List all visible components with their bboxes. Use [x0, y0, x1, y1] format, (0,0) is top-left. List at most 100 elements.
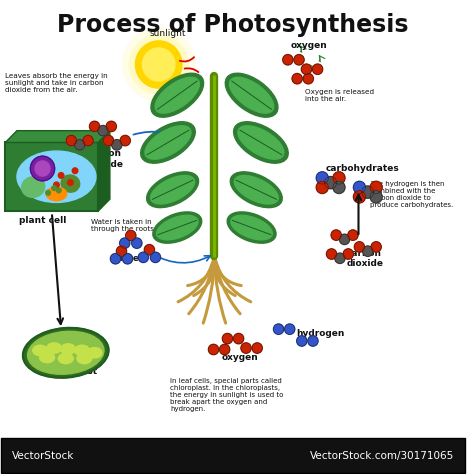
Ellipse shape: [22, 177, 45, 197]
Circle shape: [150, 252, 161, 263]
Circle shape: [68, 180, 73, 185]
Ellipse shape: [230, 172, 282, 208]
Circle shape: [90, 121, 100, 132]
Text: chloroplast: chloroplast: [40, 367, 97, 376]
Ellipse shape: [61, 175, 80, 192]
Ellipse shape: [33, 345, 47, 356]
Ellipse shape: [17, 151, 96, 202]
Circle shape: [284, 324, 295, 334]
Ellipse shape: [238, 126, 284, 159]
Circle shape: [308, 336, 318, 346]
Circle shape: [219, 344, 230, 355]
Circle shape: [136, 41, 182, 88]
Ellipse shape: [156, 215, 198, 240]
Circle shape: [98, 126, 108, 136]
Polygon shape: [98, 131, 110, 211]
Text: The hydrogen is then
combined with the
carbon dioxide to
produce carbohydrates.: The hydrogen is then combined with the c…: [370, 181, 453, 208]
Ellipse shape: [155, 77, 200, 113]
Circle shape: [30, 156, 55, 181]
Circle shape: [354, 191, 365, 203]
Circle shape: [362, 186, 374, 198]
Circle shape: [297, 336, 307, 346]
Text: Oxygen is released
into the air.: Oxygen is released into the air.: [305, 89, 374, 102]
Circle shape: [222, 333, 233, 344]
Ellipse shape: [61, 344, 75, 354]
FancyBboxPatch shape: [5, 143, 98, 211]
Text: Process of Photosynthesis: Process of Photosynthesis: [57, 12, 409, 36]
Ellipse shape: [40, 352, 55, 363]
Ellipse shape: [146, 172, 199, 208]
Circle shape: [103, 136, 114, 146]
Ellipse shape: [87, 347, 102, 358]
Circle shape: [283, 55, 293, 65]
Circle shape: [35, 161, 50, 176]
Ellipse shape: [46, 187, 67, 201]
Circle shape: [292, 73, 302, 84]
Text: oxygen: oxygen: [221, 353, 258, 362]
Circle shape: [106, 121, 117, 132]
Circle shape: [120, 136, 130, 146]
Circle shape: [58, 173, 64, 178]
Circle shape: [119, 238, 130, 248]
Ellipse shape: [231, 215, 273, 240]
Circle shape: [252, 343, 262, 353]
Text: VectorStock.com/30171065: VectorStock.com/30171065: [310, 451, 454, 461]
Circle shape: [301, 64, 311, 74]
Circle shape: [294, 55, 304, 65]
Text: water: water: [115, 254, 144, 263]
Circle shape: [74, 140, 85, 150]
Circle shape: [363, 246, 373, 256]
Text: plant cell: plant cell: [19, 216, 67, 225]
Circle shape: [241, 343, 251, 353]
Ellipse shape: [151, 73, 204, 117]
Circle shape: [316, 172, 328, 184]
Ellipse shape: [77, 353, 92, 364]
Circle shape: [370, 181, 382, 193]
Ellipse shape: [225, 73, 278, 117]
Circle shape: [142, 48, 175, 81]
Circle shape: [273, 324, 283, 334]
Circle shape: [130, 35, 188, 94]
Circle shape: [122, 254, 133, 264]
Circle shape: [132, 238, 142, 248]
Circle shape: [112, 140, 122, 150]
Circle shape: [209, 344, 219, 355]
Circle shape: [335, 253, 345, 264]
Ellipse shape: [58, 353, 73, 364]
Circle shape: [54, 182, 59, 188]
Ellipse shape: [227, 212, 276, 243]
Ellipse shape: [234, 175, 278, 204]
Circle shape: [52, 186, 56, 191]
Ellipse shape: [141, 122, 195, 163]
Circle shape: [144, 245, 155, 255]
Circle shape: [343, 249, 354, 259]
Ellipse shape: [151, 175, 195, 204]
Circle shape: [303, 73, 313, 84]
Ellipse shape: [23, 328, 109, 378]
Circle shape: [354, 242, 365, 252]
Ellipse shape: [234, 122, 288, 163]
Text: sunlight: sunlight: [149, 29, 186, 38]
Ellipse shape: [153, 212, 202, 243]
Circle shape: [110, 254, 120, 264]
FancyBboxPatch shape: [0, 438, 465, 474]
Circle shape: [83, 136, 93, 146]
Circle shape: [331, 230, 341, 240]
Circle shape: [333, 181, 345, 193]
Circle shape: [126, 230, 136, 241]
Circle shape: [333, 172, 345, 184]
Circle shape: [46, 191, 50, 195]
Circle shape: [348, 230, 358, 240]
Text: hydrogen: hydrogen: [296, 329, 344, 338]
Ellipse shape: [47, 343, 62, 353]
Circle shape: [327, 249, 337, 259]
Circle shape: [354, 181, 365, 193]
Circle shape: [316, 181, 328, 193]
Ellipse shape: [74, 345, 90, 356]
Circle shape: [56, 188, 61, 193]
Ellipse shape: [145, 126, 191, 159]
Circle shape: [234, 333, 244, 344]
Circle shape: [371, 242, 381, 252]
Circle shape: [72, 168, 78, 173]
Circle shape: [117, 246, 127, 256]
